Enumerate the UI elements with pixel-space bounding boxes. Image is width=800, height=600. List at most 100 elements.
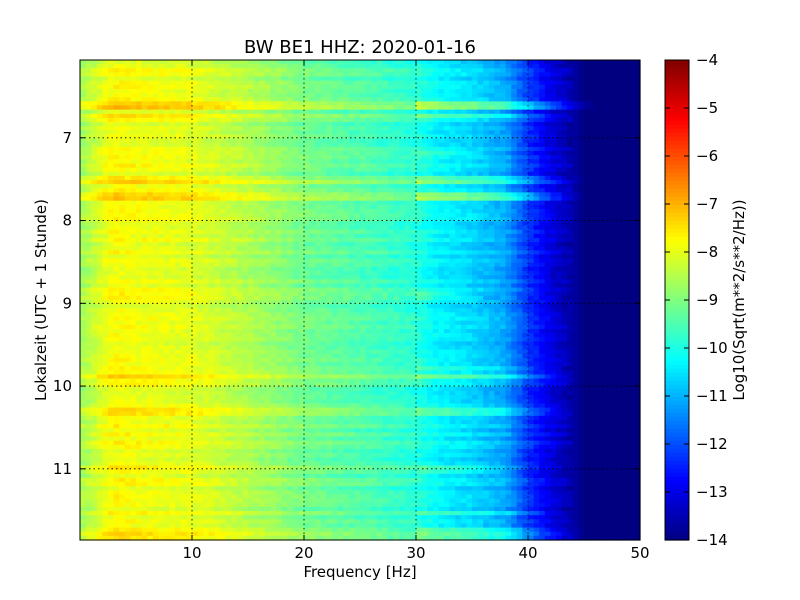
spectrogram-cell [472,200,479,206]
spectrogram-cell [421,250,428,256]
spectrogram-cell [96,200,103,206]
spectrogram-cell [287,188,294,194]
spectrogram-cell [80,138,87,144]
spectrogram-cell [505,221,512,227]
spectrogram-cell [522,142,529,148]
spectrogram-cell [214,88,221,94]
spectrogram-cell [147,122,154,127]
spectrogram-cell [124,88,131,94]
spectrogram-cell [460,117,467,123]
spectrogram-cell [136,68,143,74]
spectrogram-cell [365,225,372,231]
spectrogram-cell [628,134,635,140]
spectrogram-cell [561,262,568,268]
spectrogram-cell [119,101,126,107]
spectrogram-cell [404,213,411,218]
spectrogram-cell [208,196,215,202]
spectrogram-cell [220,109,227,115]
spectrogram-cell [628,113,635,119]
spectrogram-cell [192,64,199,69]
spectrogram-cell [108,258,115,264]
spectrogram-cell [276,126,283,131]
spectrogram-cell [231,84,238,90]
spectrogram-cell [152,151,159,156]
spectrogram-cell [360,155,367,160]
spectrogram-cell [589,80,596,86]
spectrogram-cell [634,80,641,86]
spectrogram-cell [606,242,613,247]
spectrogram-cell [466,237,473,243]
spectrogram-cell [556,217,563,222]
spectrogram-cell [511,122,518,127]
spectrogram-cell [634,175,641,181]
spectrogram-cell [186,142,193,148]
spectrogram-cell [96,229,103,235]
spectrogram-cell [438,142,445,148]
spectrogram-cell [186,101,193,107]
spectrogram-cell [617,213,624,218]
spectrogram-cell [276,155,283,160]
spectrogram-cell [259,60,266,65]
spectrogram-cell [320,258,327,264]
spectrogram-cell [360,105,367,111]
spectrogram-cell [253,246,260,251]
spectrogram-cell [225,175,232,181]
spectrogram-cell [404,105,411,111]
spectrogram-cell [152,122,159,127]
spectrogram-cell [119,204,126,210]
spectrogram-cell [136,126,143,131]
spectrogram-cell [332,130,339,136]
spectrogram-cell [304,167,311,173]
spectrogram-cell [472,196,479,202]
spectrogram-cell [421,262,428,268]
spectrogram-cell [399,60,406,65]
spectrogram-cell [628,163,635,169]
spectrogram-cell [231,213,238,218]
spectrogram-cell [332,159,339,165]
spectrogram-cell [572,151,579,156]
spectrogram-cells [80,60,641,541]
spectrogram-cell [511,171,518,177]
spectrogram-cell [253,68,260,74]
spectrogram-cell [589,213,596,218]
spectrogram-cell [186,88,193,94]
spectrogram-cell [270,221,277,227]
spectrogram-cell [360,159,367,165]
spectrogram-cell [264,159,271,165]
spectrogram-cell [561,180,568,185]
spectrogram-cell [236,146,243,152]
spectrogram-cell [516,105,523,111]
spectrogram-cell [348,237,355,243]
spectrogram-cell [108,262,115,268]
spectrogram-cell [192,155,199,160]
spectrogram-cell [438,72,445,78]
spectrogram-cell [197,258,204,264]
spectrogram-cell [264,175,271,181]
spectrogram-cell [130,101,137,107]
spectrogram-cell [108,221,115,227]
spectrogram-cell [606,208,613,214]
spectrogram-cell [276,64,283,69]
spectrogram-cell [371,233,378,239]
spectrogram-cell [236,97,243,102]
spectrogram-cell [393,225,400,231]
spectrogram-cell [225,130,232,136]
spectrogram-cell [231,138,238,144]
spectrogram-cell [376,188,383,194]
spectrogram-cell [152,184,159,189]
spectrogram-cell [102,229,109,235]
spectrogram-cell [516,246,523,251]
spectrogram-cell [175,138,182,144]
spectrogram-cell [208,246,215,251]
spectrogram-cell [404,84,411,90]
spectrogram-cell [388,233,395,239]
spectrogram-cell [124,208,131,214]
spectrogram-cell [175,130,182,136]
spectrogram-cell [623,76,630,82]
spectrogram-cell [539,146,546,152]
spectrogram-cell [365,97,372,102]
spectrogram-cell [505,192,512,198]
spectrogram-cell [628,254,635,260]
spectrogram-cell [376,126,383,131]
spectrogram-cell [315,72,322,78]
